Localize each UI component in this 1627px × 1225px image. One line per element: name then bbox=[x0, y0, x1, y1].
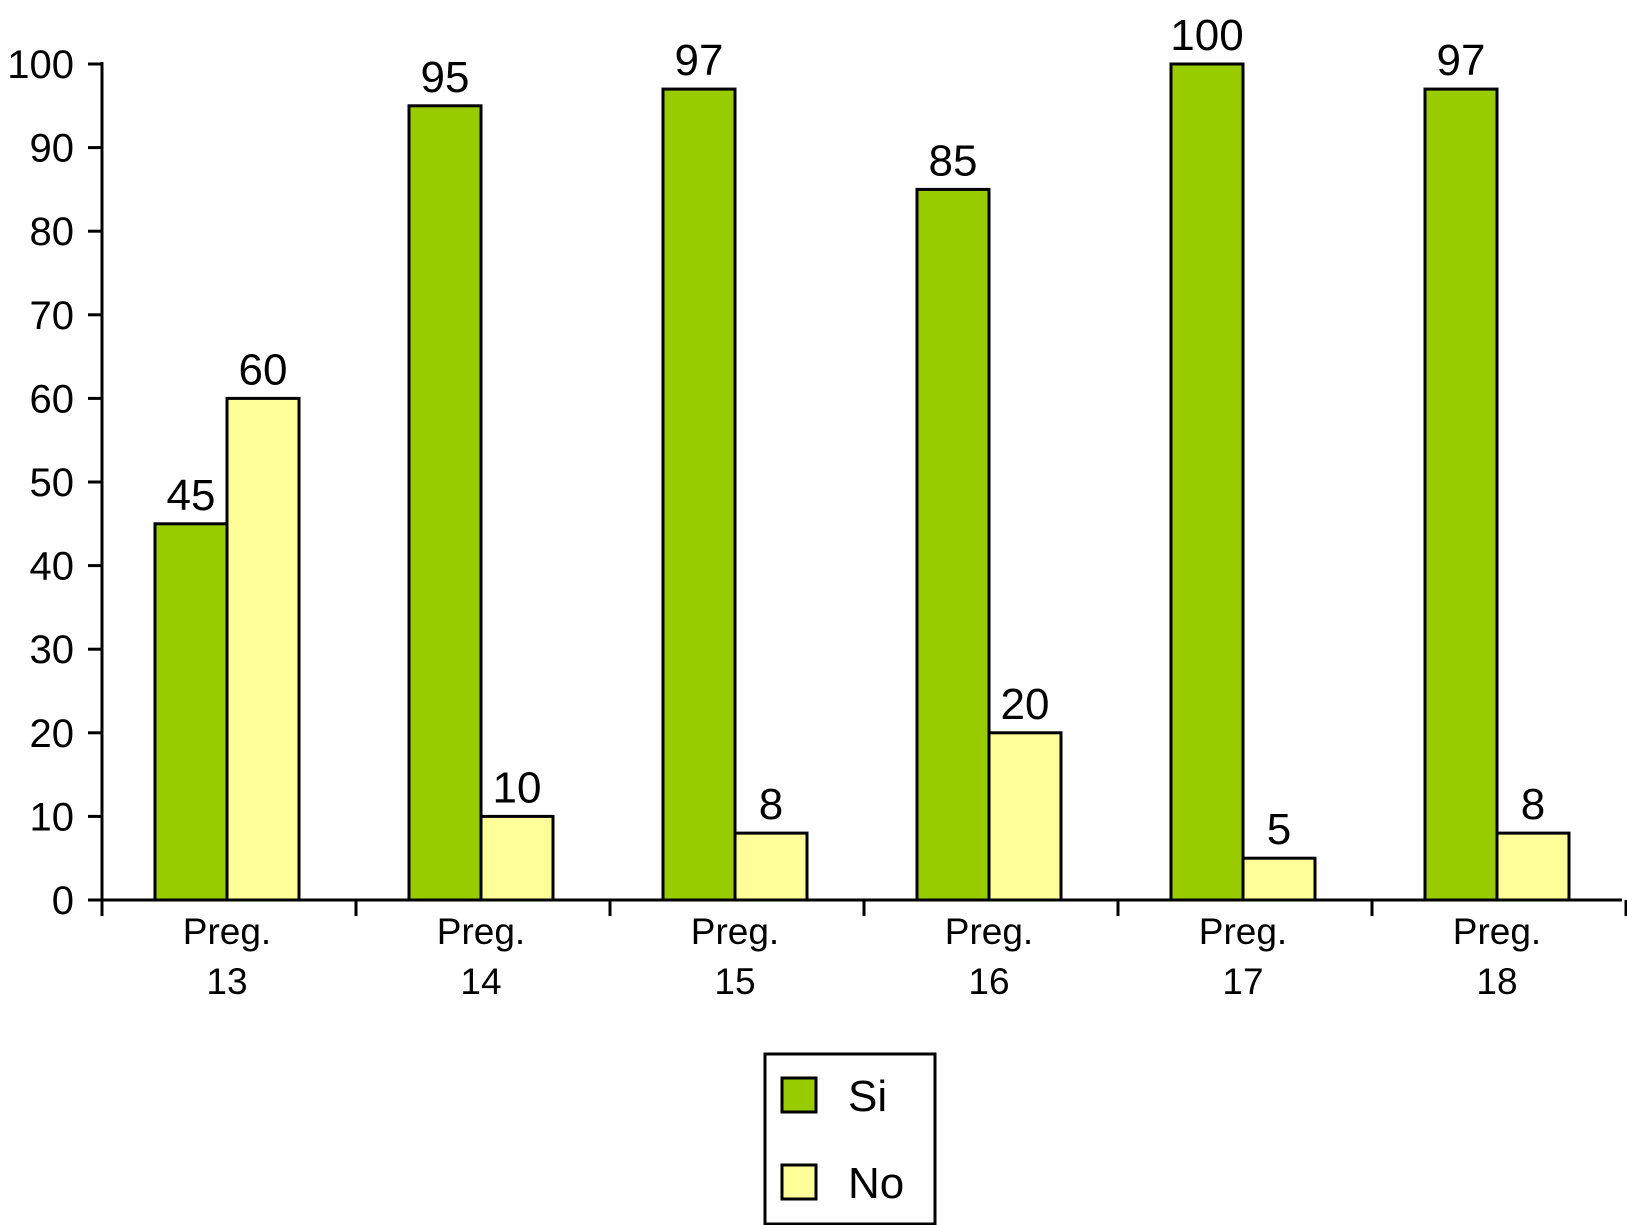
data-label: 97 bbox=[1437, 36, 1486, 85]
y-tick-label: 100 bbox=[7, 43, 74, 87]
y-tick-label: 40 bbox=[30, 545, 75, 589]
x-category-label: 15 bbox=[714, 961, 755, 1002]
legend-swatch-no bbox=[780, 1163, 818, 1201]
bar-no bbox=[733, 831, 809, 902]
data-labels-layer: 45 95 97 85 100 97 60 10 8 20 5 8 bbox=[167, 11, 1546, 854]
y-tick-label: 90 bbox=[30, 127, 75, 171]
legend-label: Si bbox=[848, 1072, 887, 1121]
bar-no bbox=[1495, 831, 1571, 902]
data-label: 45 bbox=[167, 471, 216, 520]
bar-si bbox=[407, 104, 483, 902]
x-category-label: 18 bbox=[1476, 961, 1517, 1002]
x-category-label: Preg. bbox=[1453, 911, 1541, 952]
bar-si bbox=[915, 187, 991, 902]
x-category-label: Preg. bbox=[691, 911, 779, 952]
y-tick-label: 50 bbox=[30, 461, 75, 505]
axes-layer: 0 10 20 30 40 50 60 70 80 90 100 Preg. 13 Preg. 14 Preg… bbox=[7, 43, 1627, 1002]
x-category-label: Preg. bbox=[945, 911, 1033, 952]
bar-si bbox=[1169, 62, 1245, 902]
data-label: 95 bbox=[421, 53, 470, 102]
x-category-label: 17 bbox=[1222, 961, 1263, 1002]
bar-no bbox=[479, 814, 555, 902]
data-label: 8 bbox=[1521, 780, 1545, 829]
data-label: 5 bbox=[1267, 805, 1291, 854]
bar-no bbox=[987, 731, 1063, 902]
bar-no bbox=[1241, 856, 1317, 902]
y-tick-label: 20 bbox=[30, 712, 75, 756]
bars-layer bbox=[153, 62, 1571, 902]
y-tick-label: 80 bbox=[30, 210, 75, 254]
x-category-label: 14 bbox=[460, 961, 501, 1002]
legend-swatch-si bbox=[780, 1076, 818, 1114]
y-tick-label: 70 bbox=[30, 294, 75, 338]
x-category-label: Preg. bbox=[1199, 911, 1287, 952]
bar-no bbox=[225, 396, 301, 902]
data-label: 85 bbox=[929, 136, 978, 185]
legend-label: No bbox=[848, 1159, 904, 1208]
bar-si bbox=[661, 87, 737, 902]
bar-si bbox=[1423, 87, 1499, 902]
y-tick-label: 30 bbox=[30, 628, 75, 672]
x-category-label: 13 bbox=[206, 961, 247, 1002]
x-category-label: Preg. bbox=[183, 911, 271, 952]
bar-si bbox=[153, 522, 229, 902]
data-label: 8 bbox=[759, 780, 783, 829]
y-tick-label: 0 bbox=[52, 879, 74, 923]
x-category-label: Preg. bbox=[437, 911, 525, 952]
data-label: 97 bbox=[675, 36, 724, 85]
y-tick-label: 60 bbox=[30, 377, 75, 421]
data-label: 10 bbox=[493, 763, 542, 812]
legend: Si No bbox=[763, 1052, 937, 1225]
data-label: 60 bbox=[239, 345, 288, 394]
y-tick-label: 10 bbox=[30, 795, 75, 839]
data-label: 20 bbox=[1001, 680, 1050, 729]
x-category-label: 16 bbox=[968, 961, 1009, 1002]
data-label: 100 bbox=[1170, 11, 1243, 60]
